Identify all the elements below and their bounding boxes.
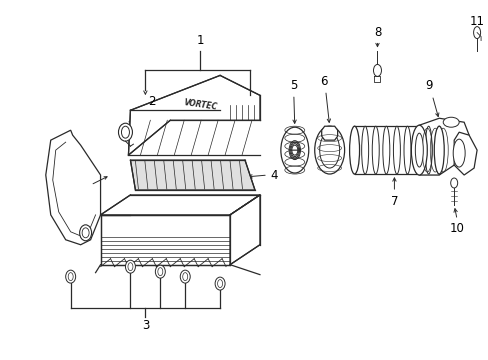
Polygon shape [321, 126, 337, 140]
Ellipse shape [68, 273, 73, 280]
Ellipse shape [414, 133, 423, 167]
Ellipse shape [280, 127, 308, 173]
Text: 11: 11 [468, 15, 484, 28]
Ellipse shape [215, 277, 224, 290]
Polygon shape [453, 132, 476, 175]
Ellipse shape [80, 225, 91, 241]
Ellipse shape [433, 126, 443, 174]
Text: 6: 6 [319, 75, 327, 88]
Text: 4: 4 [269, 168, 277, 181]
Ellipse shape [373, 64, 381, 76]
Ellipse shape [473, 27, 480, 39]
Ellipse shape [410, 125, 427, 175]
Ellipse shape [128, 263, 133, 271]
Ellipse shape [155, 265, 165, 278]
Text: VORTEC: VORTEC [183, 99, 217, 112]
Ellipse shape [424, 126, 431, 174]
Ellipse shape [118, 123, 132, 141]
Polygon shape [419, 118, 468, 175]
Text: 9: 9 [425, 79, 432, 92]
Ellipse shape [183, 273, 187, 280]
Text: 5: 5 [289, 79, 297, 92]
Ellipse shape [414, 126, 421, 174]
Ellipse shape [393, 126, 400, 174]
Ellipse shape [121, 126, 129, 138]
Ellipse shape [349, 126, 359, 174]
Polygon shape [128, 75, 260, 155]
Ellipse shape [180, 270, 190, 283]
Text: 3: 3 [142, 319, 149, 332]
Text: 8: 8 [373, 26, 380, 39]
Polygon shape [101, 195, 260, 215]
Ellipse shape [350, 126, 357, 174]
Ellipse shape [217, 280, 222, 288]
Text: 7: 7 [390, 195, 397, 208]
Ellipse shape [382, 126, 389, 174]
Ellipse shape [435, 126, 442, 174]
Ellipse shape [442, 117, 458, 127]
Ellipse shape [65, 270, 76, 283]
Text: 2: 2 [148, 95, 156, 108]
Ellipse shape [371, 126, 379, 174]
Polygon shape [101, 215, 229, 265]
Ellipse shape [82, 228, 89, 238]
Ellipse shape [314, 126, 344, 174]
Text: 1: 1 [196, 33, 203, 46]
Ellipse shape [452, 139, 464, 167]
Text: 10: 10 [449, 222, 464, 235]
Ellipse shape [287, 139, 301, 161]
Polygon shape [46, 130, 101, 245]
Ellipse shape [450, 178, 457, 188]
Polygon shape [130, 160, 254, 190]
Ellipse shape [319, 132, 339, 168]
Ellipse shape [158, 268, 163, 276]
Ellipse shape [403, 126, 410, 174]
Ellipse shape [361, 126, 368, 174]
Ellipse shape [125, 260, 135, 273]
Polygon shape [229, 195, 260, 265]
